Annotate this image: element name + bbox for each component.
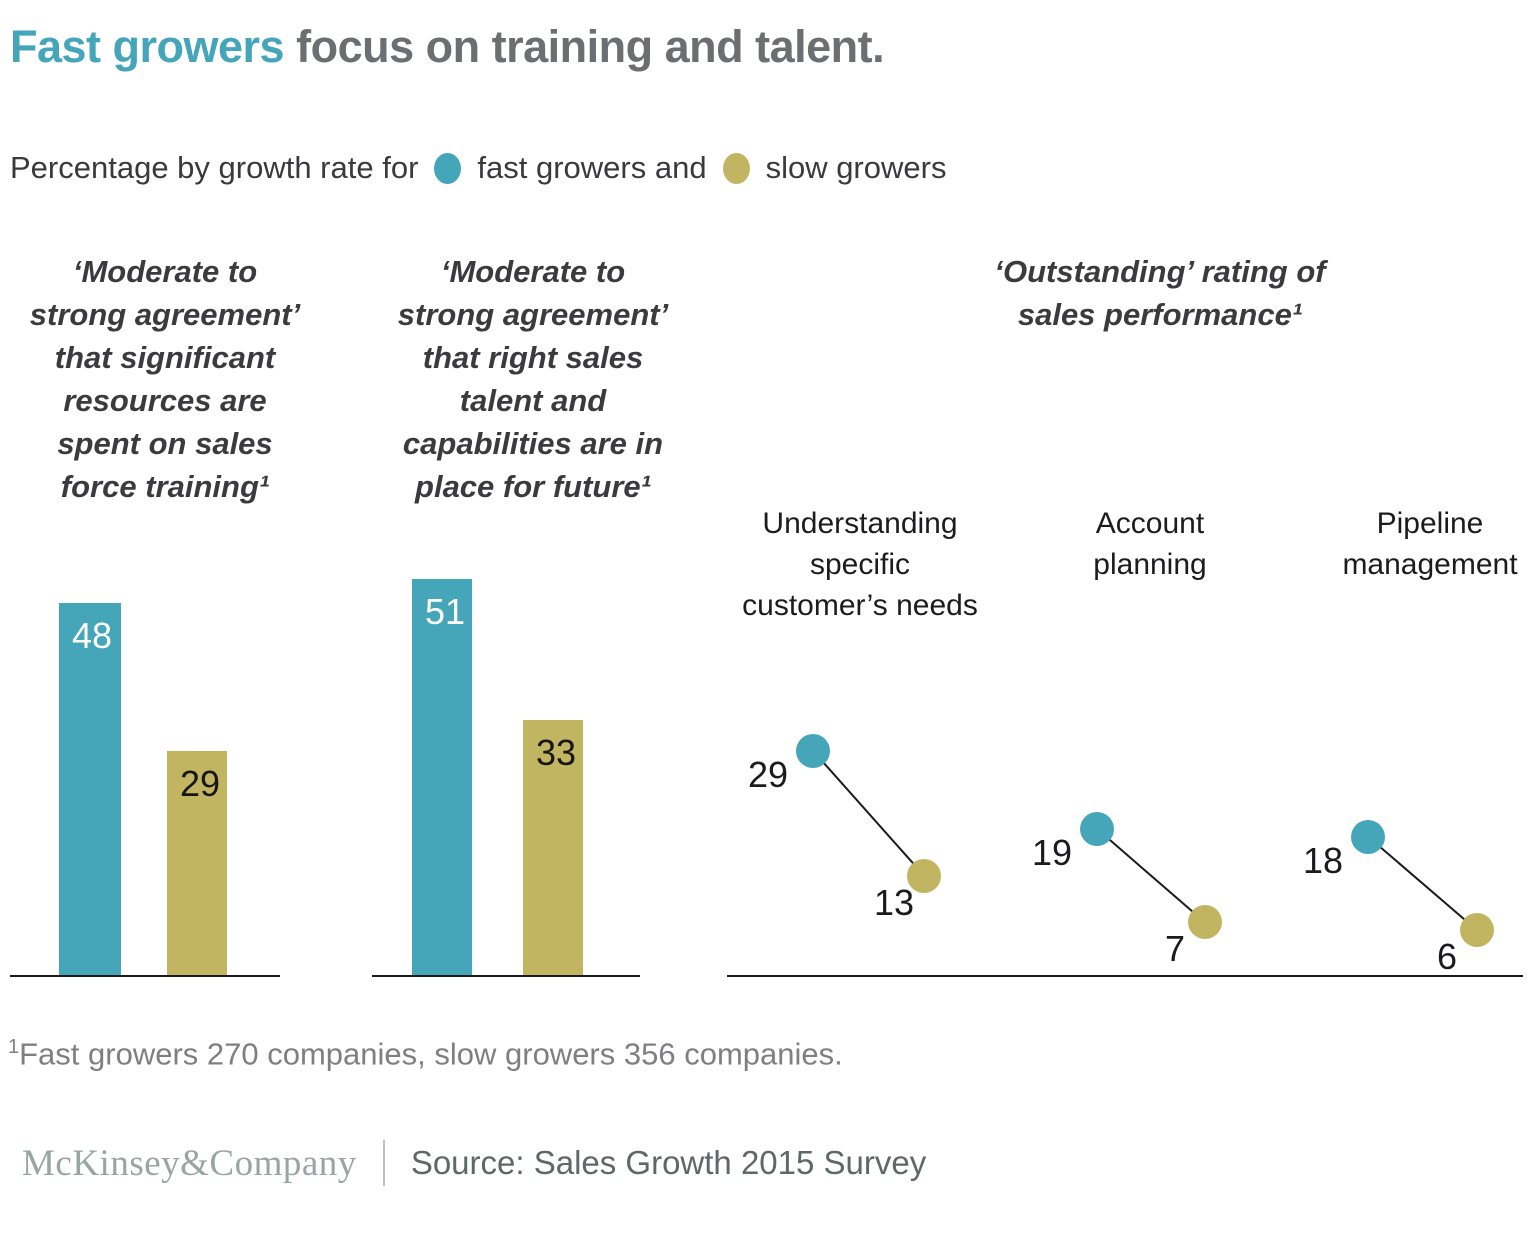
fast-dot-3 [1351,819,1385,854]
bar-group-2-title-line: ‘Moderate to [440,254,626,289]
dot-category-2-label: Account planning [1093,507,1207,581]
footnote-superscript: 1 [8,1036,20,1058]
bar-group-1-title-line: ‘Moderate to [72,254,258,289]
mckinsey-logo: McKinsey&Company [22,1142,357,1184]
slow-growers-swatch-icon [722,152,750,184]
slow-dot-3 [1460,913,1494,948]
fast-growers-swatch-icon [434,152,462,184]
connector-line-2 [1096,828,1206,924]
bar-g2-slow-value: 33 [536,731,577,773]
source-attribution: Source: Sales Growth 2015 Survey [410,1144,927,1181]
baseline-axis-group-1 [10,975,280,977]
footer: McKinsey&Company Source: Sales Growth 20… [22,1140,926,1186]
dot-plot-title: ‘Outstanding’ rating of sales performanc… [880,250,1440,336]
dot-category-3-label: Pipeline management [1342,507,1518,581]
fast-dot-label-2: 19 [1031,831,1073,873]
fast-dot-1 [796,733,830,768]
bar-g1-slow: 29 [167,750,227,977]
baseline-axis-group-2 [372,975,640,977]
dot-category-1-label: Understanding specific customer’s needs [742,507,978,622]
legend-prefix: Percentage by growth rate for [10,150,419,185]
connector-line-3 [1367,835,1478,931]
slow-dot-label-3: 6 [1436,936,1458,978]
legend-fast-label: fast growers and [477,150,707,185]
bar-group-1-title-line: force training¹ [60,469,270,504]
bar-group-1-title-line: resources are [63,383,267,418]
fast-dot-label-1: 29 [747,753,789,795]
bar-group-2-title: ‘Moderate to strong agreement’ that righ… [368,250,698,508]
bar-group-2-title-line: place for future¹ [415,469,651,504]
bar-g1-fast: 48 [59,602,121,977]
page-title: Fast growers focus on training and talen… [10,21,885,72]
slow-dot-label-2: 7 [1164,928,1186,970]
baseline-axis-dot-plot [727,975,1523,977]
footer-divider [382,1140,385,1186]
slow-dot-2 [1188,905,1222,940]
dot-plot-title-line: ‘Outstanding’ rating of [994,254,1326,289]
slow-dot-label-1: 13 [873,881,915,923]
title-highlight: Fast growers [10,21,285,72]
slow-dot-1 [907,858,941,893]
bar-group-1-title-line: strong agreement’ [29,297,301,332]
connector-line-1 [812,750,925,877]
bar-g2-fast-value: 51 [425,591,466,633]
footnote-text: Fast growers 270 companies, slow growers… [19,1036,843,1072]
bar-g2-fast: 51 [412,579,472,977]
bar-g2-slow: 33 [523,719,583,977]
title-rest: focus on training and talent. [284,21,885,72]
bar-group-2-title-line: capabilities are in [402,426,664,461]
bar-group-1-title: ‘Moderate to strong agreement’ that sign… [0,250,330,508]
bar-group-1-title-line: that significant [54,340,276,375]
bar-g1-fast-value: 48 [72,614,113,656]
bar-group-2-title-line: that right sales [422,340,644,375]
footnote: 1Fast growers 270 companies, slow grower… [8,1036,843,1072]
legend: Percentage by growth rate for fast growe… [10,150,946,186]
bar-group-1-title-line: spent on sales [57,426,273,461]
fast-dot-2 [1080,811,1114,846]
bar-group-2-title-line: talent and [459,383,607,418]
dot-plot-title-line: sales performance¹ [1017,297,1303,332]
fast-dot-label-3: 18 [1302,839,1344,881]
bar-g1-slow-value: 29 [180,762,221,804]
bar-group-2-title-line: strong agreement’ [397,297,669,332]
legend-slow-label: slow growers [765,150,947,185]
